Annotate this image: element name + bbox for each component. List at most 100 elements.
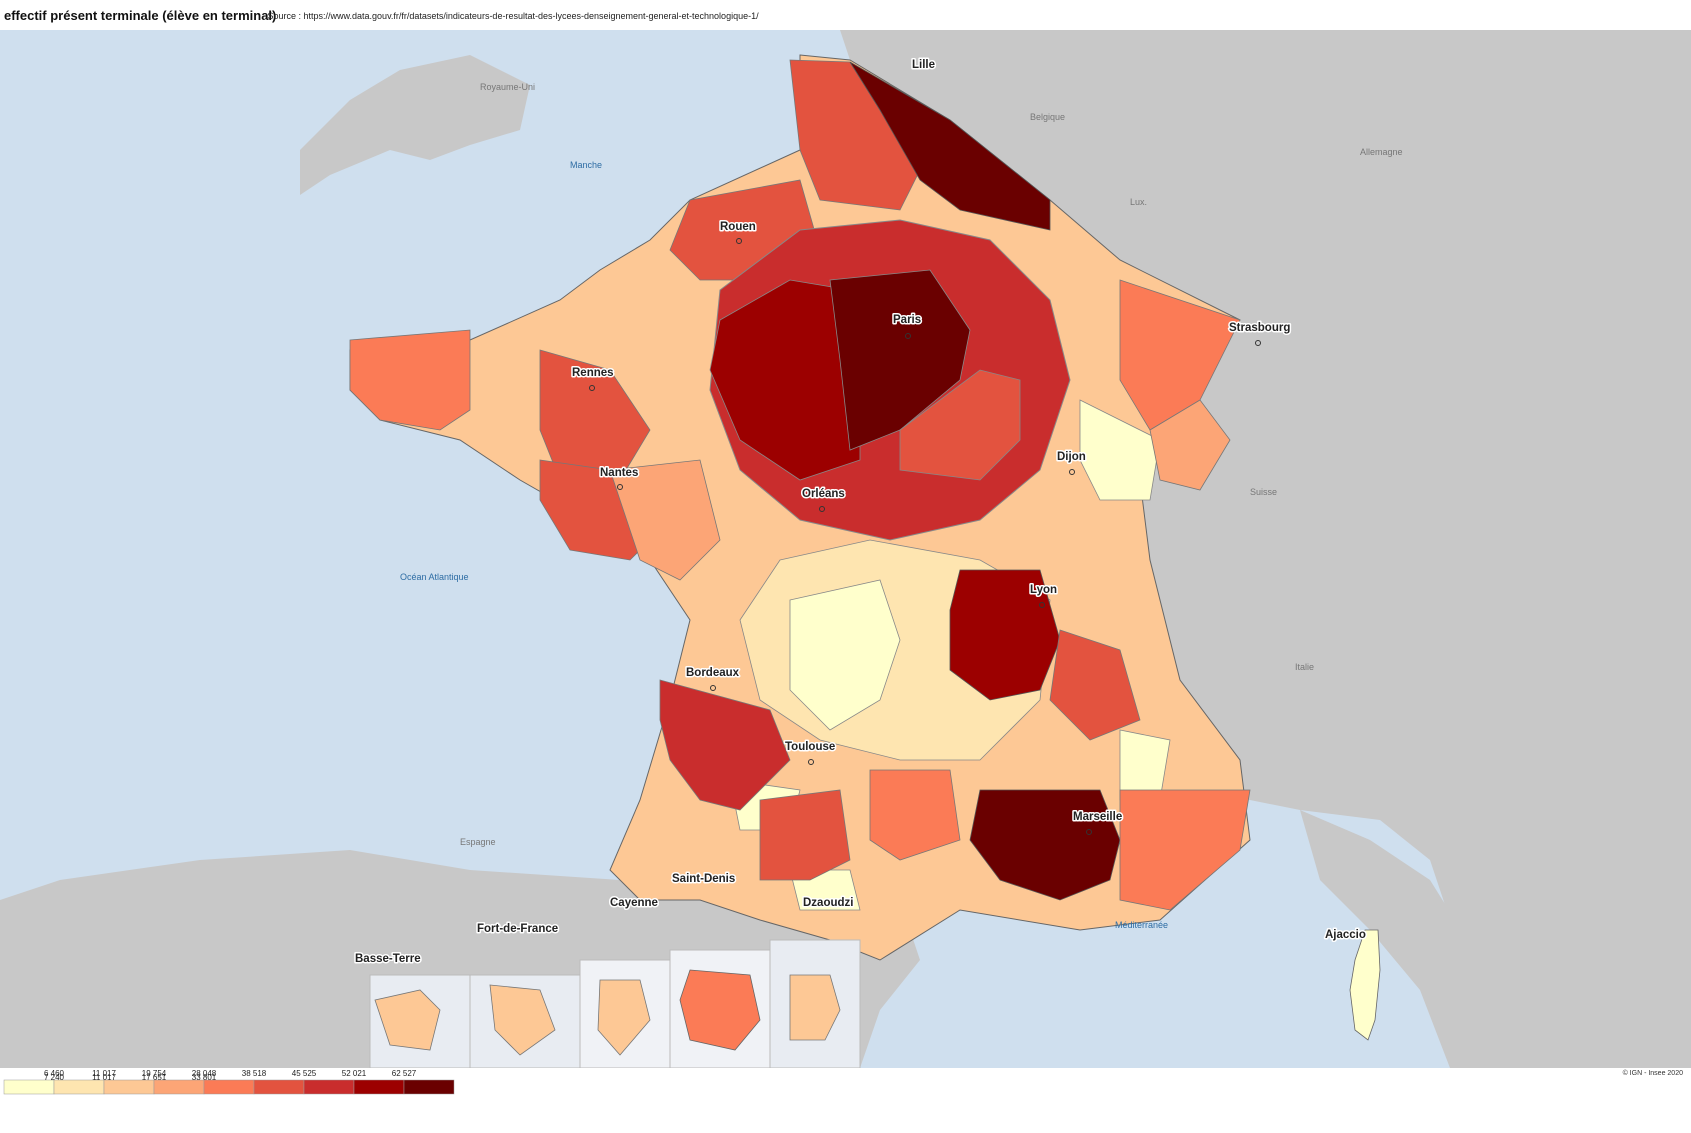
city-fort-de-france[interactable]: Fort-de-France [476, 922, 560, 937]
legend-break-top: 38 518 [242, 1069, 267, 1078]
label-suisse: Suisse [1250, 487, 1277, 497]
cartogram-map[interactable]: Royaume-Uni Belgique Lux. Allemagne Suis… [0, 30, 1691, 1069]
region-guadeloupe[interactable] [374, 989, 441, 1051]
legend-break-bottom: 11 017 [92, 1073, 116, 1082]
label-italie: Italie [1295, 662, 1314, 672]
legend-break-top: 11 017 [92, 1069, 116, 1078]
map-title: effectif présent terminale (élève en ter… [4, 8, 277, 23]
city-basse-terre[interactable]: Basse-Terre [354, 952, 423, 967]
legend-swatch [53, 1079, 105, 1095]
svg-text:Fort-de-France: Fort-de-France [477, 923, 558, 935]
svg-text:Bordeaux: Bordeaux [686, 667, 740, 679]
region-haut-rhin[interactable] [1149, 399, 1231, 491]
region-haute-garonne[interactable] [759, 789, 851, 881]
region-reunion[interactable] [679, 969, 761, 1051]
region-paris[interactable] [829, 269, 971, 451]
legend-break-top: 52 021 [342, 1069, 367, 1078]
svg-text:Ajaccio: Ajaccio [1325, 929, 1366, 941]
region-corsica[interactable] [1349, 929, 1381, 1041]
label-luxembourg: Lux. [1130, 197, 1147, 207]
city-marker [808, 759, 814, 765]
map-area[interactable]: Royaume-Uni Belgique Lux. Allemagne Suis… [0, 30, 1691, 1069]
legend-swatch [303, 1079, 355, 1095]
city-marker [736, 238, 742, 244]
region-herault[interactable] [869, 769, 961, 861]
region-gironde[interactable] [659, 679, 791, 811]
map-source: - Source : https://www.data.gouv.fr/fr/d… [262, 11, 759, 21]
city-marker [1255, 340, 1261, 346]
city-marker [617, 484, 623, 490]
region-val-de-marne[interactable] [899, 369, 1021, 481]
city-marker [905, 333, 911, 339]
legend-swatch [353, 1079, 405, 1095]
credit: © IGN - Insee 2020 [1622, 1070, 1683, 1077]
city-cayenne[interactable]: Cayenne [609, 896, 660, 911]
svg-text:Dijon: Dijon [1057, 451, 1086, 463]
city-strasbourg[interactable]: Strasbourg [1228, 321, 1292, 346]
legend-break-bottom: 7 240 [44, 1073, 65, 1082]
legend-break-top: 28 048 [192, 1069, 217, 1078]
svg-text:Toulouse: Toulouse [785, 741, 835, 753]
city-ajaccio[interactable]: Ajaccio [1324, 928, 1368, 943]
region-mayotte[interactable] [789, 974, 841, 1041]
city-paris[interactable]: Paris [892, 313, 923, 339]
central-europe-land [840, 30, 1691, 1068]
region-nord[interactable] [849, 61, 1051, 231]
city-dijon[interactable]: Dijon [1056, 450, 1087, 475]
svg-text:Paris: Paris [893, 314, 921, 326]
label-royaume-uni: Royaume-Uni [480, 82, 535, 92]
city-marker [819, 506, 825, 512]
city-rennes[interactable]: Rennes [571, 366, 615, 391]
legend-break-top: 62 527 [392, 1069, 417, 1078]
svg-text:Rennes: Rennes [572, 367, 614, 379]
legend-break-top: 6 460 [44, 1069, 65, 1078]
uk-land [300, 55, 530, 195]
legend-swatch [403, 1079, 455, 1095]
label-ocean-atlantique: Océan Atlantique [400, 572, 469, 582]
region-yvelines[interactable] [709, 279, 861, 481]
svg-text:Cayenne: Cayenne [610, 897, 658, 909]
svg-text:Marseille: Marseille [1073, 811, 1122, 823]
svg-text:Orléans: Orléans [802, 488, 845, 500]
legend-swatch [203, 1079, 255, 1095]
region-guyane[interactable] [597, 979, 651, 1056]
title-bar: effectif présent terminale (élève en ter… [0, 0, 1691, 30]
legend: 6 460 11 017 19 754 28 048 38 518 45 525 52 02… [0, 1068, 1691, 1128]
legend-swatch [3, 1079, 55, 1095]
svg-text:Nantes: Nantes [600, 467, 638, 479]
legend-swatch [253, 1079, 305, 1095]
city-lille[interactable]: Lille [911, 58, 937, 73]
legend-svg: 6 460 11 017 19 754 28 048 38 518 45 525 52 02… [3, 1069, 455, 1095]
city-rouen[interactable]: Rouen [719, 220, 757, 244]
region-rhone[interactable] [949, 569, 1061, 701]
legend-break-top: 45 525 [292, 1069, 317, 1078]
label-mediterranee: Méditerranée [1115, 920, 1168, 930]
city-toulouse[interactable]: Toulouse [784, 740, 837, 765]
region-finistere[interactable] [349, 329, 471, 431]
city-nantes[interactable]: Nantes [599, 466, 640, 490]
region-franche-comte[interactable] [1079, 399, 1161, 501]
svg-text:Strasbourg: Strasbourg [1229, 322, 1290, 334]
city-lyon[interactable]: Lyon [1029, 583, 1059, 608]
region-maine-et-loire[interactable] [609, 459, 721, 581]
region-isere[interactable] [1049, 629, 1141, 741]
legend-labels: 6 460 11 017 19 754 28 048 38 518 45 525 52 02… [44, 1069, 417, 1082]
region-alpes-maritimes[interactable] [1119, 789, 1251, 911]
city-bordeaux[interactable]: Bordeaux [685, 666, 741, 691]
region-massif-central[interactable] [789, 579, 901, 731]
label-belgique: Belgique [1030, 112, 1065, 122]
city-marseille[interactable]: Marseille [1072, 810, 1124, 835]
svg-text:Basse-Terre: Basse-Terre [355, 953, 421, 965]
legend-break-bottom: 33 801 [192, 1073, 217, 1082]
italy-land [1300, 810, 1540, 1068]
city-orleans[interactable]: Orléans [801, 487, 846, 512]
city-marker [1039, 602, 1045, 608]
legend-break-bottom: 17 651 [142, 1073, 167, 1082]
svg-text:Lille: Lille [912, 59, 935, 71]
label-allemagne: Allemagne [1360, 147, 1403, 157]
city-saint-denis[interactable]: Saint-Denis [671, 872, 737, 887]
region-martinique[interactable] [489, 984, 556, 1056]
city-dzaoudzi[interactable]: Dzaoudzi [802, 896, 855, 911]
region-bouches-du-rhone[interactable] [969, 789, 1121, 901]
legend-swatch [103, 1079, 155, 1095]
